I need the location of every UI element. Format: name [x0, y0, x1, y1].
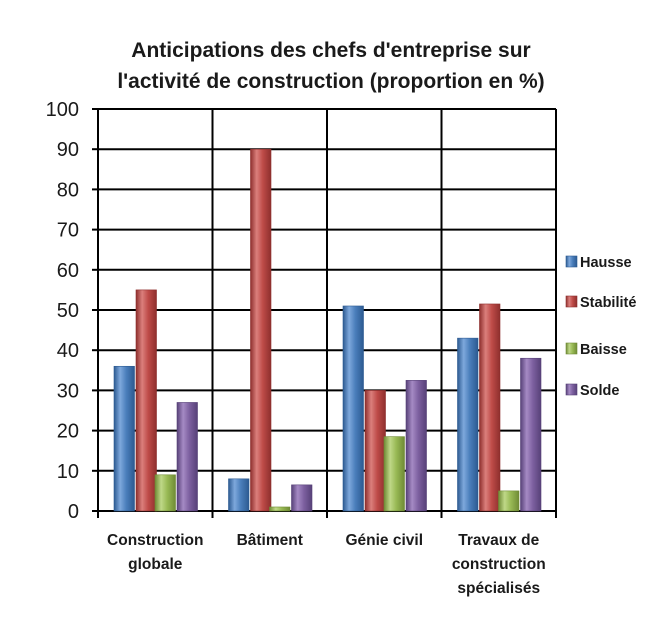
x-category-label: globale	[128, 556, 183, 573]
legend-swatch-baisse	[565, 342, 578, 355]
y-tick-label: 0	[68, 501, 79, 523]
x-category-label: construction	[452, 556, 546, 573]
axes	[92, 108, 557, 518]
y-tick-label: 90	[57, 139, 79, 161]
legend: Hausse Stabilité Baisse Solde	[565, 255, 636, 399]
bar-solde-3	[520, 357, 542, 512]
x-category-label: Construction	[107, 532, 203, 549]
x-category-label: Bâtiment	[237, 532, 303, 549]
bar-solde-1	[291, 484, 313, 512]
y-tick-label: 40	[57, 340, 79, 362]
chart-title-line-1: Anticipations des chefs d'entreprise sur	[131, 39, 530, 62]
bar-hausse-2	[342, 305, 364, 512]
legend-swatch-solde	[565, 383, 578, 396]
y-tick-label: 20	[57, 421, 79, 443]
bar-hausse-0	[113, 365, 135, 512]
legend-label-baisse: Baisse	[580, 342, 627, 358]
legend-label-stabilité: Stabilité	[580, 295, 636, 311]
y-tick-label: 50	[57, 300, 79, 322]
bar-stabilité-1	[250, 148, 272, 512]
y-tick-label: 80	[57, 179, 79, 201]
bar-baisse-2	[383, 436, 405, 512]
legend-label-solde: Solde	[580, 383, 619, 399]
bar-stabilité-3	[479, 303, 501, 512]
y-tick-label: 100	[46, 99, 79, 121]
y-tick-label: 30	[57, 380, 79, 402]
y-tick-label: 10	[57, 461, 79, 483]
y-tick-label: 60	[57, 260, 79, 282]
chart-title: Anticipations des chefs d'entreprise sur…	[117, 39, 544, 93]
x-axis-categories: Construction globale Bâtiment Génie civil Tr…	[107, 532, 546, 597]
bar-baisse-1	[269, 506, 291, 512]
y-tick-label: 70	[57, 220, 79, 242]
y-axis-ticks: 0 10 20 30 40 50 60 70 80 90 100	[46, 99, 79, 523]
legend-swatch-stabilité	[565, 295, 578, 308]
bar-hausse-3	[457, 337, 479, 512]
bar-baisse-0	[154, 474, 176, 512]
bar-solde-0	[176, 402, 198, 512]
legend-swatch-hausse	[565, 255, 578, 268]
x-category-label: Travaux de	[458, 532, 539, 549]
legend-label-hausse: Hausse	[580, 255, 632, 271]
bars	[113, 148, 542, 512]
bar-stabilité-0	[135, 289, 157, 512]
bar-stabilité-2	[364, 390, 386, 512]
bar-hausse-1	[228, 478, 250, 512]
x-category-label: Génie civil	[345, 532, 423, 549]
bar-solde-2	[405, 380, 427, 512]
chart-title-line-2: l'activité de construction (proportion e…	[117, 70, 544, 93]
x-category-label: spécialisés	[457, 580, 540, 597]
bar-baisse-3	[498, 490, 520, 512]
